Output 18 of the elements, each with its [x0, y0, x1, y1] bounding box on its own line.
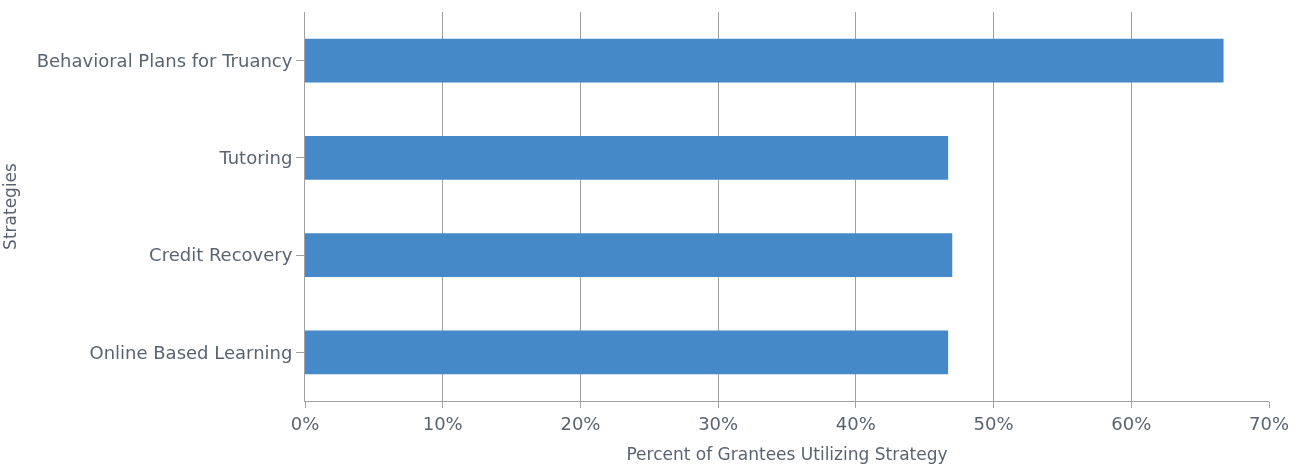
bar — [305, 233, 953, 278]
y-tick-label: Tutoring — [218, 147, 293, 169]
bar — [305, 135, 949, 180]
y-axis-title: Strategies — [0, 162, 21, 250]
x-tick-label: 70% — [1248, 412, 1290, 434]
x-tick-label: 10% — [422, 412, 463, 434]
x-tick-label: 50% — [973, 412, 1014, 434]
x-tick-label: 0% — [290, 412, 320, 434]
y-tick-label: Online Based Learning — [89, 341, 293, 363]
x-tick-label: 20% — [560, 412, 601, 434]
bar — [305, 38, 1224, 83]
x-tick-label: 60% — [1111, 412, 1152, 434]
y-tick-label: Behavioral Plans for Truancy — [36, 49, 293, 71]
x-axis-title: Percent of Grantees Utilizing Strategy — [626, 444, 948, 464]
bar — [305, 330, 949, 375]
y-tick-label: Credit Recovery — [149, 244, 293, 266]
x-tick-label: 30% — [698, 412, 739, 434]
x-tick-label: 40% — [835, 412, 876, 434]
